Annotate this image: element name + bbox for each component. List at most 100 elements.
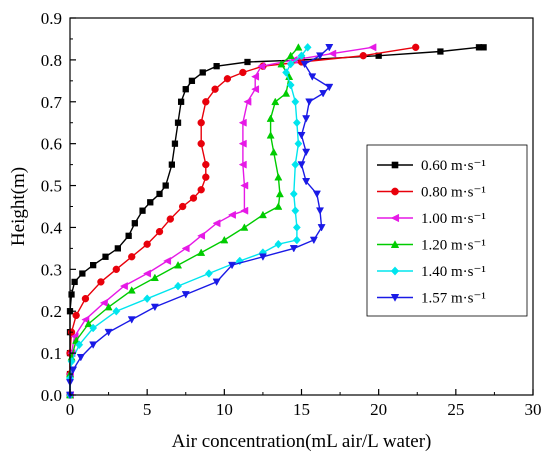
data-point — [97, 278, 105, 286]
data-point — [69, 366, 78, 374]
data-point — [308, 73, 317, 81]
x-axis: 0 5 10 15 20 25 30 — [66, 389, 542, 419]
data-point — [316, 207, 325, 215]
y-tick-label: 0.6 — [41, 135, 62, 154]
data-point — [89, 323, 98, 333]
data-point — [99, 298, 108, 307]
series-6 — [65, 44, 334, 400]
data-point — [325, 83, 334, 92]
data-point — [391, 161, 399, 169]
data-point — [89, 341, 98, 349]
data-point — [156, 190, 163, 198]
data-point — [312, 190, 321, 199]
data-point — [228, 261, 237, 270]
data-point — [292, 118, 301, 128]
data-point — [271, 97, 280, 106]
data-point — [131, 220, 138, 227]
data-point — [297, 161, 306, 169]
data-point — [297, 131, 306, 140]
data-point — [182, 86, 189, 93]
data-point — [390, 266, 400, 276]
data-point — [220, 235, 229, 244]
data-point — [174, 261, 183, 269]
x-tick-label: 20 — [370, 400, 387, 419]
legend: 0.60 m·s⁻¹ 0.80 m·s⁻¹ 1.00 m·s⁻¹ 1.20 m·s⁻¹… — [366, 144, 528, 317]
legend-entry: 1.40 m·s⁻¹ — [377, 264, 486, 280]
data-point — [289, 189, 298, 199]
data-point — [75, 340, 84, 350]
data-point — [319, 90, 328, 98]
data-point — [223, 75, 232, 83]
legend-entry: 1.00 m·s⁻¹ — [377, 211, 486, 227]
data-point — [275, 189, 284, 198]
data-point — [211, 85, 219, 93]
y-tick-label: 0.3 — [41, 260, 62, 279]
data-point — [72, 311, 80, 320]
legend-label: 1.20 m·s⁻¹ — [421, 238, 486, 254]
data-point — [302, 115, 311, 123]
data-point — [90, 262, 97, 269]
data-point — [266, 131, 275, 139]
data-point — [286, 59, 295, 69]
data-point — [168, 161, 175, 168]
data-point — [204, 269, 213, 278]
data-point — [390, 294, 400, 302]
data-point — [305, 98, 314, 106]
data-point — [112, 265, 120, 274]
data-point — [68, 291, 75, 298]
data-point — [277, 59, 286, 68]
series-5 — [66, 42, 312, 400]
data-point — [150, 303, 159, 312]
data-point — [297, 51, 306, 61]
x-tick-label: 5 — [143, 400, 152, 419]
data-point — [239, 68, 247, 77]
x-tick-label: 25 — [447, 400, 464, 419]
data-point — [317, 224, 326, 232]
data-point — [213, 63, 220, 70]
data-point — [119, 282, 128, 291]
x-tick-label: 15 — [293, 400, 310, 419]
data-point — [238, 139, 247, 148]
data-point — [282, 89, 291, 97]
data-point — [174, 281, 182, 291]
data-point — [104, 302, 113, 311]
data-point — [359, 52, 367, 60]
data-point — [147, 199, 154, 206]
series-line — [69, 46, 309, 395]
series-2 — [66, 43, 420, 399]
data-point — [328, 49, 337, 58]
data-point — [294, 43, 303, 51]
data-point — [291, 206, 300, 216]
data-point — [325, 44, 334, 52]
data-point — [266, 114, 275, 122]
data-point — [302, 178, 311, 186]
data-point — [202, 173, 210, 181]
legend-entry: 0.60 m·s⁻¹ — [377, 158, 486, 174]
series-line — [69, 46, 331, 395]
data-point — [171, 140, 179, 147]
data-point — [127, 286, 136, 294]
data-point — [188, 77, 196, 84]
data-point — [258, 210, 267, 219]
legend-label: 1.57 m·s⁻¹ — [421, 291, 486, 307]
series-4 — [65, 43, 303, 399]
legend-label: 1.40 m·s⁻¹ — [421, 264, 486, 280]
data-point — [309, 236, 318, 245]
data-point — [181, 244, 190, 253]
y-tick-label: 0.7 — [41, 93, 63, 112]
data-point — [197, 231, 206, 240]
legend-box — [366, 144, 528, 317]
data-point — [292, 235, 301, 245]
data-point — [102, 253, 109, 260]
data-point — [303, 42, 312, 52]
y-tick-label: 0.0 — [41, 386, 62, 405]
data-point — [155, 227, 164, 236]
data-point — [177, 98, 185, 105]
data-point — [114, 245, 121, 252]
data-point — [282, 68, 291, 77]
legend-entry: 1.57 m·s⁻¹ — [377, 291, 486, 307]
data-point — [316, 52, 325, 60]
data-point — [174, 119, 182, 126]
data-point — [291, 160, 300, 169]
